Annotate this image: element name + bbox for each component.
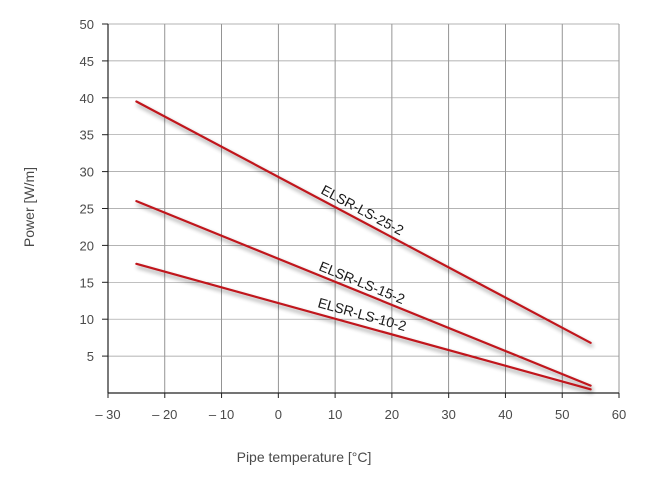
- series-label: ELSR-LS-25-2: [319, 182, 407, 239]
- x-tick-labels: – 30 – 20 – 10 0 10 20 30 40 50 60: [95, 393, 626, 422]
- x-tick-label: – 20: [152, 407, 177, 422]
- y-tick-label: 50: [80, 17, 94, 32]
- y-tick-label: 20: [80, 238, 94, 253]
- grid-lines: [108, 23, 620, 393]
- y-tick-label: 10: [80, 312, 94, 327]
- x-axis-title: Pipe temperature [°C]: [237, 449, 372, 465]
- x-tick-label: 30: [441, 407, 455, 422]
- series-lines: [135, 100, 592, 391]
- y-axis-title: Power [W/m]: [21, 167, 37, 247]
- y-tick-label: 15: [80, 275, 94, 290]
- series-line: [135, 262, 592, 391]
- x-tick-label: 60: [612, 407, 626, 422]
- y-tick-labels: 5 10 15 20 25 30 35 40 45 50: [80, 17, 108, 364]
- y-tick-label: 25: [80, 202, 94, 217]
- y-tick-label: 45: [80, 54, 94, 69]
- x-tick-label: 50: [555, 407, 569, 422]
- x-tick-label: – 30: [95, 407, 120, 422]
- x-tick-label: – 10: [209, 407, 234, 422]
- y-tick-label: 30: [80, 165, 94, 180]
- x-tick-label: 20: [385, 407, 399, 422]
- y-tick-label: 5: [87, 349, 94, 364]
- x-tick-label: 0: [275, 407, 282, 422]
- y-tick-label: 40: [80, 91, 94, 106]
- series-line: [135, 200, 592, 387]
- series-line: [135, 100, 592, 344]
- y-tick-label: 35: [80, 128, 94, 143]
- x-tick-label: 10: [328, 407, 342, 422]
- x-tick-label: 40: [498, 407, 512, 422]
